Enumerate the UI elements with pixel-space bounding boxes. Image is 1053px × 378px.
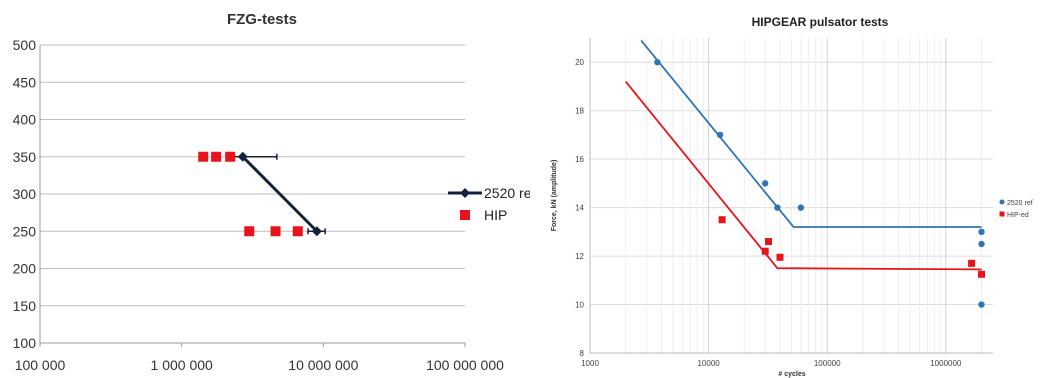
data-point-hip-ed (968, 259, 976, 267)
legend-marker-hip-ed (999, 211, 1005, 217)
data-point-2520-ref (978, 240, 985, 248)
y-tick-label: 350 (13, 149, 37, 165)
y-axis-title: Force, kN (amplitude) (551, 160, 558, 232)
y-tick-label: 400 (13, 112, 37, 128)
x-axis-title: # cycles (778, 371, 805, 378)
x-tick-label: 10 000 000 (288, 357, 358, 373)
y-tick-label: 250 (13, 223, 37, 239)
data-point-2520-ref (237, 151, 248, 162)
fzg-chart-panel: FZG-tests 100 150 200 250 300 350 400 450 500 100 … (13, 11, 530, 373)
data-point-2520-ref (311, 226, 322, 237)
data-point-2520-ref (716, 131, 724, 139)
hipgear-chart: HIPGEAR pulsator tests 8 10 12 14 16 18 20 1000 1… (551, 15, 1033, 378)
data-point-2520-ref (654, 59, 661, 66)
series-line-2520-ref (241, 155, 318, 233)
data-point-hip (198, 151, 209, 162)
y-tick-label: 14 (575, 204, 584, 213)
data-point-hip (292, 226, 303, 237)
y-tick-label: 100 (13, 335, 37, 351)
data-point-2520-ref (761, 180, 769, 187)
y-tick-label: 450 (13, 74, 37, 90)
data-point-hip (225, 151, 236, 162)
y-tick-label: 8 (580, 349, 585, 358)
data-point-hip-ed (978, 270, 986, 278)
trend-line-2520-ref (640, 39, 982, 228)
fzg-chart: FZG-tests 100 150 200 250 300 350 400 450 500 100 … (13, 11, 530, 373)
x-tick-label: 100000 (814, 359, 841, 368)
data-point-hip-ed (776, 253, 784, 261)
data-point-2520-ref (978, 301, 985, 308)
data-point-hip-ed (765, 238, 773, 246)
x-tick-label: 10000 (697, 359, 720, 368)
data-point-hip-ed (718, 216, 726, 224)
data-point-hip (270, 226, 281, 237)
legend-marker-2520-ref (460, 188, 470, 198)
x-tick-label: 1000 (581, 359, 599, 368)
data-point-2520-ref (978, 228, 985, 236)
y-tick-label: 16 (575, 155, 584, 164)
x-tick-label: 1000000 (930, 359, 962, 368)
legend-label-hip: HIP (484, 207, 507, 223)
x-tick-label: 100 000 (15, 357, 66, 373)
y-tick-label: 200 (13, 261, 37, 277)
data-point-hip-ed (761, 247, 769, 255)
y-tick-label: 150 (13, 298, 37, 314)
data-point-2520-ref (797, 204, 805, 211)
y-tick-label: 10 (575, 301, 584, 310)
data-point-hip (244, 226, 255, 237)
y-tick-label: 500 (13, 37, 37, 53)
y-tick-label: 18 (575, 107, 584, 116)
chart-title: HIPGEAR pulsator tests (752, 15, 889, 29)
trend-line-hip-ed (625, 81, 982, 271)
y-tick-label: 300 (13, 186, 37, 202)
data-point-hip (211, 151, 222, 162)
legend-label-hip-ed: HIP-ed (1007, 212, 1029, 219)
legend-marker-2520-ref (999, 199, 1005, 205)
chart-title: FZG-tests (227, 11, 297, 28)
x-tick-label: 100 000 000 (426, 357, 504, 373)
x-tick-label: 1 000 000 (151, 357, 213, 373)
y-tick-label: 12 (575, 252, 584, 261)
data-point-2520-ref (774, 204, 781, 211)
y-tick-label: 20 (575, 58, 584, 67)
legend-label-2520-ref: 2520 ref (484, 185, 530, 201)
legend-label-2520-ref: 2520 ref (1007, 200, 1033, 207)
hipgear-chart-panel: HIPGEAR pulsator tests 8 10 12 14 16 18 20 1000 1… (530, 0, 1053, 378)
legend-marker-hip (460, 210, 470, 220)
